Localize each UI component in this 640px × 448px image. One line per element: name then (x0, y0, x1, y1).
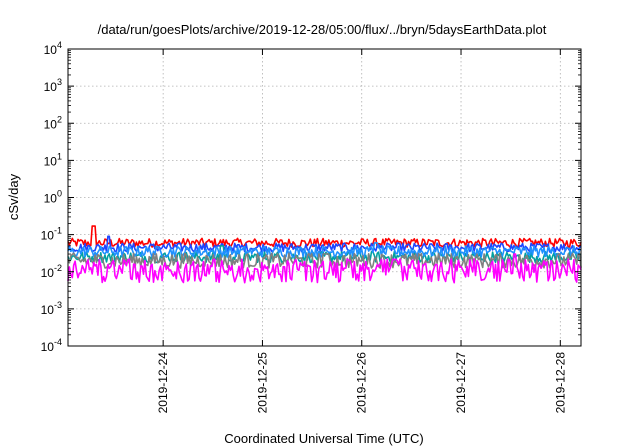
y-tick-label: 102 (44, 114, 62, 131)
x-tick-label: 2019-12-28 (553, 352, 567, 414)
y-tick-label: 10-4 (41, 337, 62, 354)
series-line-1 (67, 225, 582, 249)
x-axis-label: Coordinated Universal Time (UTC) (224, 431, 423, 446)
y-tick-label: 100 (44, 189, 62, 206)
series-line-6 (67, 253, 582, 284)
y-tick-label: 103 (44, 77, 62, 94)
grid (68, 49, 581, 346)
x-axis: 2019-12-24 2019-12-25 2019-12-26 2019-12-27… (156, 49, 567, 413)
chart-title: /data/run/goesPlots/archive/2019-12-28/0… (98, 22, 547, 37)
y-tick-label: 104 (44, 40, 62, 57)
y-tick-label: 10-1 (41, 226, 62, 243)
x-tick-label: 2019-12-26 (355, 352, 369, 414)
series-line-5 (67, 252, 582, 269)
series-line-4 (67, 242, 582, 258)
y-tick-label: 101 (44, 151, 62, 168)
y-tick-label: 10-2 (41, 263, 62, 280)
y-axis: 104 103 102 101 100 10-1 10-2 10-3 10-4 (41, 40, 581, 354)
x-tick-label: 2019-12-25 (255, 352, 269, 414)
series-line-2 (67, 235, 582, 253)
y-tick-label: 10-3 (41, 300, 62, 317)
x-tick-label: 2019-12-24 (156, 352, 170, 414)
x-tick-label: 2019-12-27 (454, 352, 468, 414)
series-layer (67, 225, 582, 284)
y-axis-label: cSv/day (6, 173, 21, 220)
